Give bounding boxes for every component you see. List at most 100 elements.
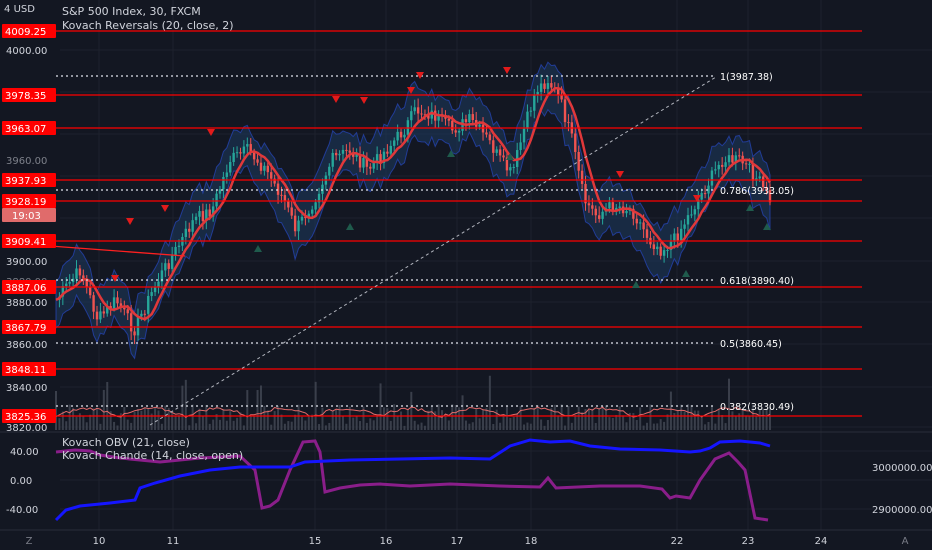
- currency-label[interactable]: 4 USD: [4, 4, 35, 15]
- candle-body: [454, 130, 457, 133]
- volume-bar: [406, 409, 409, 430]
- volume-bar: [160, 423, 163, 430]
- candle-body: [488, 134, 492, 141]
- obv-indicator-label[interactable]: Kovach OBV (21, close): [62, 436, 190, 449]
- bullish-reversal-marker: [346, 223, 354, 230]
- candle-body: [150, 292, 153, 296]
- volume-bar: [92, 408, 95, 430]
- volume-bar: [587, 409, 590, 430]
- candle-body: [147, 295, 150, 314]
- level-badge[interactable]: 3978.35: [2, 88, 56, 102]
- candle-body: [88, 287, 92, 296]
- volume-bar: [605, 405, 608, 430]
- lower-pane-right-axis[interactable]: 3000000.00 2900000.00: [872, 463, 932, 516]
- candle-body: [358, 154, 362, 168]
- candle-body: [478, 124, 481, 127]
- candle-body: [266, 165, 270, 173]
- volume-bar: [546, 419, 549, 430]
- candle-body: [536, 91, 539, 96]
- candle-body: [437, 114, 440, 121]
- volume-bar: [266, 410, 269, 430]
- level-badge[interactable]: 4009.25: [2, 24, 56, 38]
- volume-bar: [704, 424, 707, 430]
- level-badge[interactable]: 3825.36: [2, 409, 56, 423]
- volume-bar: [242, 425, 245, 430]
- volume-bar: [710, 406, 713, 430]
- level-badge[interactable]: 3887.06: [2, 280, 56, 294]
- auto-zoom-button[interactable]: Z: [26, 536, 33, 547]
- symbol-title[interactable]: S&P 500 Index, 30, FXCM: [62, 5, 201, 18]
- candle-body: [714, 169, 717, 171]
- volume-bar: [523, 424, 526, 430]
- candle-body: [106, 306, 109, 314]
- candle-body: [676, 233, 679, 241]
- level-badges: 4009.25 3978.35 3963.07 3937.93 3928.19 19:03…: [2, 24, 56, 423]
- candle-body: [218, 189, 222, 194]
- volume-bar: [478, 418, 481, 430]
- red-trendline[interactable]: [49, 245, 186, 257]
- volume-bar: [748, 415, 751, 430]
- volume-bar: [564, 425, 567, 430]
- volume-bar: [591, 408, 594, 430]
- auto-scale-button[interactable]: A: [902, 536, 909, 547]
- candle-body: [502, 155, 505, 158]
- level-badge[interactable]: 3867.79: [2, 320, 56, 334]
- volume-bar: [434, 411, 437, 430]
- volume-bar: [492, 423, 495, 430]
- bearish-reversal-marker: [407, 87, 415, 94]
- volume-bar: [458, 407, 461, 430]
- candle-body: [102, 311, 106, 314]
- bullish-reversal-marker: [682, 270, 690, 277]
- level-badge[interactable]: 3909.41: [2, 234, 56, 248]
- candle-body: [427, 114, 430, 119]
- candle-body: [355, 154, 358, 157]
- candle-body: [543, 83, 546, 89]
- volume-bar: [61, 411, 64, 430]
- volume-bar: [731, 411, 734, 430]
- time-tick-label: 17: [451, 536, 464, 547]
- volume-bar: [632, 413, 635, 430]
- volume-bar: [646, 422, 649, 430]
- time-tick-label: 22: [671, 536, 684, 547]
- candle-body: [249, 144, 252, 152]
- time-axis[interactable]: 10 11 15 16 17 18 22 23 24: [93, 536, 828, 547]
- candle-body: [198, 211, 201, 217]
- candle-body: [656, 246, 659, 250]
- candle-body: [601, 211, 604, 219]
- volume-bar: [567, 405, 570, 430]
- currency-count: 4: [4, 4, 11, 15]
- volume-bar: [68, 404, 71, 430]
- level-badge-text: 3937.93: [5, 176, 46, 187]
- level-badge[interactable]: 3848.11: [2, 362, 56, 376]
- level-badge[interactable]: 3937.93: [2, 173, 56, 187]
- level-badge[interactable]: 19:03: [2, 208, 56, 222]
- reversals-indicator-label[interactable]: Kovach Reversals (20, close, 2): [62, 19, 234, 32]
- time-tick-label: 23: [742, 536, 755, 547]
- candle-body: [338, 153, 341, 156]
- volume-bar: [167, 407, 170, 430]
- bearish-reversal-marker: [161, 205, 169, 212]
- candle-body: [734, 155, 738, 163]
- volume-bar: [618, 406, 621, 430]
- level-badge[interactable]: 3928.19: [2, 194, 56, 208]
- volume-bar: [663, 421, 666, 430]
- fib-trendline[interactable]: [149, 76, 717, 426]
- candle-body: [492, 140, 495, 153]
- volume-bar: [690, 405, 693, 430]
- candle-body: [153, 286, 157, 293]
- level-badge[interactable]: 3963.07: [2, 121, 56, 135]
- time-tick-label: 15: [309, 536, 322, 547]
- candle-body: [765, 187, 768, 190]
- chande-indicator-label[interactable]: Kovach Chande (14, close, open): [62, 449, 244, 462]
- candle-body: [345, 149, 348, 151]
- volume-bar: [700, 415, 703, 430]
- reversal-markers: [111, 67, 771, 288]
- lower-pane-left-axis[interactable]: 40.00 0.00 -40.00: [6, 447, 39, 516]
- candle-body: [352, 152, 355, 157]
- kovach-ma-line: [55, 87, 772, 321]
- volume-bar: [543, 425, 546, 430]
- candle-body: [123, 308, 126, 310]
- level-badge-text: 3909.41: [5, 237, 46, 248]
- candle-body: [160, 270, 164, 282]
